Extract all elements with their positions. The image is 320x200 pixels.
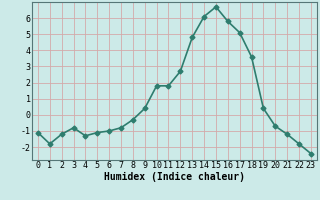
- X-axis label: Humidex (Indice chaleur): Humidex (Indice chaleur): [104, 172, 245, 182]
